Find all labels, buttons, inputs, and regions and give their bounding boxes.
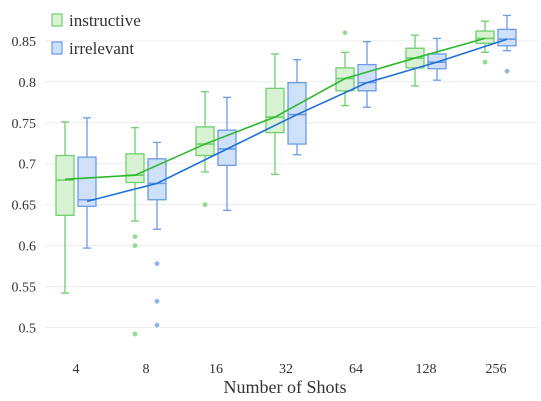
legend[interactable]: instructive irrelevant xyxy=(51,11,141,58)
x-axis-ticks: 4 8 16 32 64 128 256 xyxy=(73,362,507,377)
legend-label-irrelevant: irrelevant xyxy=(69,39,134,58)
x-axis-title: Number of Shots xyxy=(224,377,347,397)
box-iqr xyxy=(217,129,237,167)
box-iqr xyxy=(265,87,285,134)
box-instructive-4 xyxy=(55,121,75,294)
box-instructive-16 xyxy=(195,90,215,208)
box-iqr xyxy=(475,30,495,44)
trend-line-irrelevant xyxy=(86,38,508,203)
outlier-point xyxy=(154,261,160,267)
x-tick-label: 64 xyxy=(349,362,363,377)
box-iqr xyxy=(497,28,517,47)
outlier-point xyxy=(132,331,138,337)
outlier-point xyxy=(154,298,160,304)
x-tick-label: 16 xyxy=(209,362,223,377)
y-tick-label: 0.8 xyxy=(19,76,37,91)
y-tick-label: 0.65 xyxy=(12,199,37,214)
outlier-point xyxy=(132,234,138,240)
y-tick-label: 0.5 xyxy=(19,322,37,337)
trend-line-instructive xyxy=(64,37,486,181)
x-tick-label: 128 xyxy=(416,362,437,377)
outlier-point xyxy=(132,243,138,249)
box-instructive-32 xyxy=(265,53,285,176)
legend-item-irrelevant[interactable]: irrelevant xyxy=(51,39,134,58)
box-instructive-8 xyxy=(125,127,145,337)
x-tick-label: 4 xyxy=(73,362,80,377)
trend-lines xyxy=(64,37,508,203)
x-tick-label: 32 xyxy=(279,362,293,377)
legend-swatch-instructive xyxy=(51,13,63,27)
outlier-point xyxy=(202,202,208,208)
y-tick-label: 0.75 xyxy=(12,117,37,132)
outlier-point xyxy=(342,30,348,36)
outlier-point xyxy=(504,68,510,74)
box-irrelevant-256 xyxy=(497,14,517,74)
legend-swatch-irrelevant xyxy=(51,41,63,55)
box-iqr xyxy=(357,63,377,92)
legend-label-instructive: instructive xyxy=(69,11,141,30)
box-irrelevant-4 xyxy=(77,117,97,249)
box-instructive-64 xyxy=(335,30,355,107)
box-irrelevant-8 xyxy=(147,141,167,328)
outlier-point xyxy=(482,59,488,65)
y-tick-label: 0.85 xyxy=(12,35,37,50)
y-tick-label: 0.6 xyxy=(19,240,37,255)
box-iqr xyxy=(77,156,97,207)
outlier-point xyxy=(154,322,160,328)
box-irrelevant-16 xyxy=(217,96,237,212)
box-irrelevant-32 xyxy=(287,59,307,156)
box-instructive-256 xyxy=(475,20,495,65)
x-tick-label: 256 xyxy=(486,362,507,377)
box-iqr xyxy=(55,154,75,216)
x-tick-label: 8 xyxy=(143,362,150,377)
y-tick-label: 0.55 xyxy=(12,281,37,296)
y-tick-label: 0.7 xyxy=(19,158,37,173)
box-iqr xyxy=(125,153,145,184)
y-axis-ticks: 0.5 0.55 0.6 0.65 0.7 0.75 0.8 0.85 xyxy=(12,35,37,337)
box-iqr xyxy=(287,81,307,145)
legend-item-instructive[interactable]: instructive xyxy=(51,11,141,30)
